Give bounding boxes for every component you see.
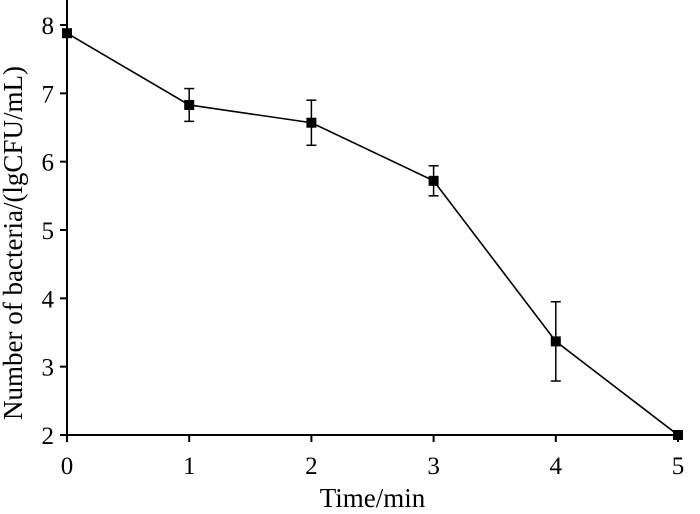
y-tick-label: 4 [42, 286, 55, 313]
x-ticks: 0 1 2 3 4 5 [61, 435, 685, 480]
x-tick-label: 0 [61, 453, 74, 480]
x-axis-title: Time/min [320, 483, 426, 513]
data-point [184, 99, 195, 110]
x-tick-label: 2 [305, 453, 318, 480]
series-layer [62, 28, 683, 440]
data-point [428, 175, 439, 186]
y-tick-label: 7 [42, 81, 55, 108]
y-tick-label: 2 [42, 423, 55, 450]
data-point [62, 28, 72, 39]
data-point [306, 117, 317, 128]
y-tick-label: 8 [42, 13, 55, 40]
x-tick-label: 5 [672, 453, 685, 480]
data-point [673, 430, 683, 440]
y-ticks: 2 3 4 5 6 7 8 [42, 13, 67, 450]
x-tick-label: 3 [427, 453, 440, 480]
y-tick-label: 3 [42, 355, 55, 382]
axes [66, 0, 678, 436]
y-axis-title: Number of bacteria/(lgCFU/mL) [0, 66, 28, 420]
data-point [550, 336, 561, 347]
y-tick-label: 5 [42, 218, 55, 245]
y-tick-label: 6 [42, 150, 55, 177]
x-tick-label: 4 [550, 453, 563, 480]
series-line [66, 32, 679, 436]
x-tick-label: 1 [183, 453, 196, 480]
